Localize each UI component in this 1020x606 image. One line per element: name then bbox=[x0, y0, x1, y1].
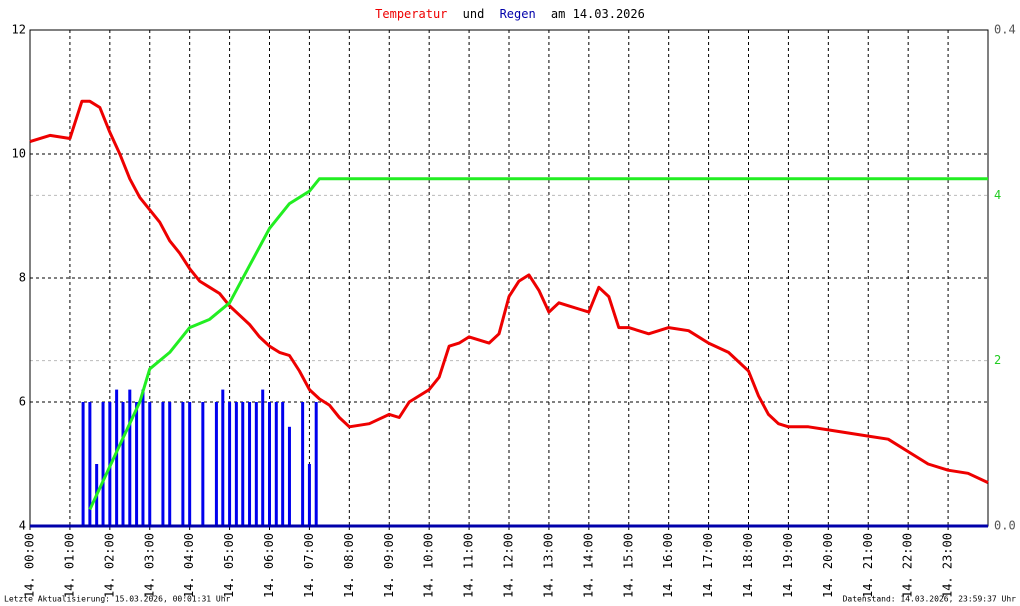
rain-bar bbox=[307, 464, 311, 526]
x-tick-label: 14. 03:00 bbox=[142, 533, 156, 598]
rain-bar bbox=[274, 402, 278, 526]
x-tick-label: 14. 01:00 bbox=[62, 533, 76, 598]
rain-bar bbox=[181, 402, 185, 526]
x-tick-label: 14. 14:00 bbox=[581, 533, 595, 598]
title-part: Regen bbox=[500, 7, 536, 21]
rain-bar bbox=[121, 402, 125, 526]
rain-bar bbox=[254, 402, 258, 526]
rain-bar bbox=[88, 402, 92, 526]
x-tick-label: 14. 05:00 bbox=[222, 533, 236, 598]
rain-bar bbox=[161, 402, 165, 526]
y-tick-label: 6 bbox=[19, 395, 26, 409]
rain-bar bbox=[228, 402, 232, 526]
x-tick-label: 14. 10:00 bbox=[422, 533, 436, 598]
rain-bar bbox=[201, 402, 205, 526]
rain-bar bbox=[135, 402, 139, 526]
y3-tick-label: 4 bbox=[994, 188, 1001, 202]
rain-bar bbox=[148, 402, 152, 526]
title-part: am 14.03.2026 bbox=[551, 7, 645, 21]
x-tick-label: 14. 15:00 bbox=[621, 533, 635, 598]
rain-bar bbox=[101, 402, 105, 526]
x-tick-label: 14. 20:00 bbox=[821, 533, 835, 598]
x-tick-label: 14. 08:00 bbox=[342, 533, 356, 598]
x-tick-label: 14. 00:00 bbox=[23, 533, 37, 598]
rain-bar bbox=[234, 402, 238, 526]
title-part: und bbox=[463, 7, 485, 21]
x-tick-label: 14. 09:00 bbox=[382, 533, 396, 598]
x-tick-label: 14. 13:00 bbox=[541, 533, 555, 598]
footer-right: Datenstand: 14.03.2026, 23:59:37 Uhr bbox=[843, 595, 1017, 604]
chart-title: Temperatur und Regen am 14.03.2026 bbox=[375, 7, 645, 21]
x-tick-label: 14. 18:00 bbox=[741, 533, 755, 598]
x-tick-label: 14. 17:00 bbox=[701, 533, 715, 598]
series-line bbox=[88, 177, 988, 511]
rain-bar bbox=[314, 402, 318, 526]
x-tick-label: 14. 06:00 bbox=[262, 533, 276, 598]
rain-bar bbox=[214, 402, 218, 526]
x-tick-label: 14. 19:00 bbox=[781, 533, 795, 598]
y-tick-label: 12 bbox=[12, 23, 26, 37]
rain-bar bbox=[281, 402, 285, 526]
rain-bar bbox=[168, 402, 172, 526]
x-tick-label: 14. 12:00 bbox=[502, 533, 516, 598]
rain-bar bbox=[221, 389, 225, 526]
rain-bar bbox=[141, 389, 145, 526]
x-tick-label: 14. 04:00 bbox=[182, 533, 196, 598]
rain-bar bbox=[261, 389, 265, 526]
x-tick-label: 14. 02:00 bbox=[102, 533, 116, 598]
rain-bar bbox=[241, 402, 245, 526]
series-line bbox=[29, 99, 989, 484]
rain-bar bbox=[188, 402, 192, 526]
rain-bar bbox=[301, 402, 305, 526]
x-tick-label: 14. 07:00 bbox=[302, 533, 316, 598]
x-tick-label: 14. 23:00 bbox=[941, 533, 955, 598]
footer-left: Letzte Aktualisierung: 15.03.2026, 00:01… bbox=[4, 595, 231, 604]
rain-bar bbox=[128, 389, 132, 526]
rain-bar bbox=[268, 402, 271, 526]
x-tick-label: 14. 16:00 bbox=[661, 533, 675, 598]
rain-bar bbox=[248, 402, 252, 526]
x-tick-label: 14. 22:00 bbox=[901, 533, 915, 598]
y2-tick-label: 0.4 bbox=[994, 23, 1016, 37]
y3-tick-label: 2 bbox=[994, 353, 1001, 367]
rain-bar bbox=[115, 389, 119, 526]
y-tick-label: 4 bbox=[19, 519, 26, 533]
rain-bar bbox=[287, 426, 291, 526]
y-tick-label: 10 bbox=[12, 147, 26, 161]
x-tick-label: 14. 11:00 bbox=[462, 533, 476, 598]
title-part: Temperatur bbox=[375, 7, 447, 21]
y-tick-label: 8 bbox=[19, 271, 26, 285]
rain-bar bbox=[81, 402, 85, 526]
y2-tick-label: 0.0 bbox=[994, 519, 1016, 533]
x-tick-label: 14. 21:00 bbox=[861, 533, 875, 598]
